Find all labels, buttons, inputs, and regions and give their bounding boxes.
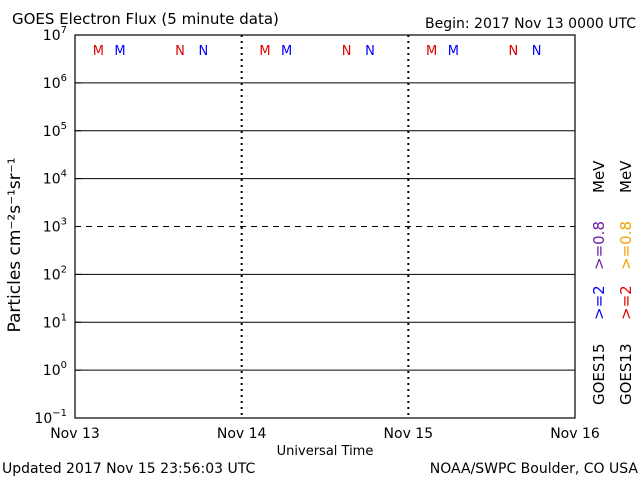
position-marker-n: N bbox=[508, 44, 518, 59]
y-tick-exponent: 7 bbox=[61, 25, 67, 36]
position-marker-m: M bbox=[426, 44, 437, 59]
y-tick-exponent: 4 bbox=[61, 169, 67, 180]
plot-frame bbox=[74, 34, 576, 419]
legend-goes13-name: GOES13 bbox=[617, 343, 635, 405]
position-marker-m: M bbox=[259, 44, 270, 59]
x-tick-label: Nov 16 bbox=[550, 426, 600, 442]
x-tick-labels: Nov 13 Nov 14 Nov 15 Nov 16 bbox=[50, 426, 600, 442]
y-axis-label: Particles cm⁻²s⁻¹sr⁻¹ bbox=[5, 157, 25, 332]
legend-goes13-low: >=2 bbox=[617, 285, 635, 320]
y-tick-exponent: 1 bbox=[61, 312, 67, 323]
legend-goes15-low: >=2 bbox=[590, 285, 608, 320]
y-tick-label: 102 bbox=[43, 264, 67, 283]
x-axis-label: Universal Time bbox=[277, 444, 374, 459]
y-tick-exponent: −1 bbox=[52, 408, 67, 419]
position-marker-m: M bbox=[448, 44, 459, 59]
position-marker-m: M bbox=[93, 44, 104, 59]
series-g15_low bbox=[75, 156, 575, 252]
x-tick-label: Nov 14 bbox=[217, 426, 267, 442]
series-g13_high bbox=[75, 124, 575, 204]
credit-label: NOAA/SWPC Boulder, CO USA bbox=[430, 461, 639, 477]
position-marker-n: N bbox=[198, 44, 208, 59]
series-layer bbox=[75, 122, 575, 279]
position-marker-n: N bbox=[342, 44, 352, 59]
y-tick-exponent: 5 bbox=[61, 121, 67, 132]
position-marker-m: M bbox=[114, 44, 125, 59]
y-tick-label: 100 bbox=[43, 360, 67, 379]
position-marker-n: N bbox=[175, 44, 185, 59]
y-tick-exponent: 2 bbox=[61, 264, 67, 275]
position-marker-m: M bbox=[281, 44, 292, 59]
y-tick-label: 107 bbox=[43, 25, 67, 44]
y-tick-label: 10−1 bbox=[34, 408, 67, 427]
y-tick-label: 104 bbox=[43, 169, 67, 188]
y-tick-label: 103 bbox=[43, 217, 67, 236]
y-tick-exponent: 0 bbox=[61, 360, 67, 371]
legend-goes13-unit: MeV bbox=[617, 160, 635, 193]
legend-goes15-name: GOES15 bbox=[590, 343, 608, 405]
y-tick-label: 101 bbox=[43, 312, 67, 331]
series-g15_high bbox=[75, 122, 575, 189]
y-tick-exponent: 3 bbox=[61, 217, 67, 228]
position-marker-n: N bbox=[365, 44, 375, 59]
position-marker-n: N bbox=[532, 44, 542, 59]
begin-time-label: Begin: 2017 Nov 13 0000 UTC bbox=[425, 16, 636, 32]
right-legend: >=2 >=0.8 MeV >=2 >=0.8 MeV GOES15 GOES1… bbox=[590, 160, 635, 405]
y-tick-label: 105 bbox=[43, 121, 67, 140]
day-separators bbox=[240, 35, 410, 418]
legend-goes13-high: >=0.8 bbox=[617, 221, 635, 270]
legend-goes15-high: >=0.8 bbox=[590, 221, 608, 270]
y-tick-label: 106 bbox=[43, 73, 67, 92]
y-tick-exponent: 6 bbox=[61, 73, 67, 84]
series-g13_low bbox=[75, 175, 575, 279]
gridlines bbox=[75, 82, 575, 371]
x-tick-label: Nov 15 bbox=[384, 426, 434, 442]
updated-timestamp: Updated 2017 Nov 15 23:56:03 UTC bbox=[2, 461, 255, 477]
x-tick-label: Nov 13 bbox=[50, 426, 100, 442]
chart-title: GOES Electron Flux (5 minute data) bbox=[12, 10, 279, 28]
legend-goes15-unit: MeV bbox=[590, 160, 608, 193]
